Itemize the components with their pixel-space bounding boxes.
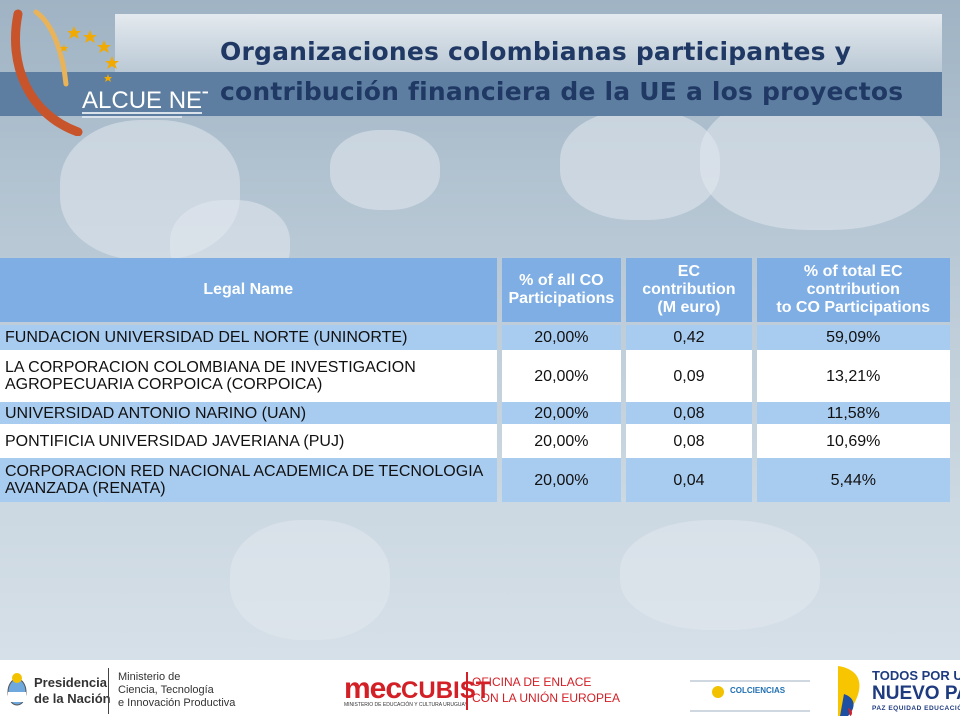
table-row: FUNDACION UNIVERSIDAD DEL NORTE (UNINORT… bbox=[0, 325, 950, 350]
mec-cubist-logo: mecCUBIST MINISTERIO DE EDUCACIÓN Y CULT… bbox=[344, 672, 490, 708]
ministerio-text: Ministerio de bbox=[118, 671, 181, 683]
mec-text: mec bbox=[344, 672, 402, 705]
column-header-ec-contribution: EC contribution (M euro) bbox=[626, 258, 752, 322]
pct-participations-cell: 20,00% bbox=[501, 458, 622, 502]
pct-participations-cell: 20,00% bbox=[501, 350, 622, 402]
table-header-row: Legal Name % of all CO Participations EC… bbox=[0, 258, 950, 322]
cubist-text: CUBIST bbox=[401, 677, 491, 704]
page-title: Organizaciones colombianas participantes… bbox=[220, 32, 940, 112]
footer-logos: Presidencia de la Nación Ministerio de C… bbox=[0, 660, 960, 720]
title-line-2: contribución financiera de la UE a los p… bbox=[220, 77, 904, 106]
pct-ec-cell: 11,58% bbox=[756, 402, 950, 424]
logo-text: ALCUE NET bbox=[82, 87, 208, 114]
ec-contribution-cell: 0,08 bbox=[626, 402, 752, 424]
argentina-coat-of-arms-icon bbox=[6, 670, 28, 715]
table-row: UNIVERSIDAD ANTONIO NARINO (UAN) 20,00% … bbox=[0, 402, 950, 424]
column-header-pct-participations: % of all CO Participations bbox=[501, 258, 622, 322]
presidencia-logo: Presidencia de la Nación bbox=[34, 675, 111, 707]
legal-name-cell: CORPORACION RED NACIONAL ACADEMICA DE TE… bbox=[0, 458, 497, 502]
legal-name-cell: UNIVERSIDAD ANTONIO NARINO (UAN) bbox=[0, 402, 497, 424]
ec-contribution-cell: 0,09 bbox=[626, 350, 752, 402]
pct-participations-cell: 20,00% bbox=[501, 402, 622, 424]
todos-por-un-nuevo-pais-logo: TODOS POR UN NUEVO PAÍS PAZ EQUIDAD EDUC… bbox=[872, 668, 960, 714]
ministerio-text: e Innovación Productiva bbox=[118, 697, 236, 709]
header-top-band bbox=[115, 14, 942, 72]
ec-contribution-cell: 0,42 bbox=[626, 325, 752, 350]
legal-name-cell: LA CORPORACION COLOMBIANA DE INVESTIGACI… bbox=[0, 350, 497, 402]
presidencia-text: de la Nación bbox=[34, 691, 111, 706]
ministerio-text: Ciencia, Tecnología bbox=[118, 684, 214, 696]
oficina-enlace-logo: OFICINA DE ENLACE CON LA UNIÓN EUROPEA bbox=[472, 674, 620, 706]
pct-ec-cell: 10,69% bbox=[756, 424, 950, 458]
column-header-text: % of all CO bbox=[519, 272, 604, 289]
pct-participations-cell: 20,00% bbox=[501, 325, 622, 350]
colombia-flag-icon bbox=[834, 664, 868, 723]
colciencias-logo: COLCIENCIAS bbox=[690, 680, 810, 712]
legal-name-cell: PONTIFICIA UNIVERSIDAD JAVERIANA (PUJ) bbox=[0, 424, 497, 458]
mec-subtitle: MINISTERIO DE EDUCACIÓN Y CULTURA URUGUA… bbox=[344, 702, 468, 708]
header-band bbox=[0, 72, 942, 116]
presidencia-text: Presidencia bbox=[34, 675, 107, 690]
ministerio-logo: Ministerio de Ciencia, Tecnología e Inno… bbox=[118, 671, 235, 710]
column-header-text: % of total EC bbox=[803, 263, 903, 280]
todos-text: TODOS POR UN bbox=[872, 668, 960, 683]
table-row: PONTIFICIA UNIVERSIDAD JAVERIANA (PUJ) 2… bbox=[0, 424, 950, 458]
oficina-text: CON LA UNIÓN EUROPEA bbox=[472, 691, 621, 705]
column-header-text: (M euro) bbox=[657, 299, 721, 316]
pct-participations-cell: 20,00% bbox=[501, 424, 622, 458]
colombia-seal-icon bbox=[712, 686, 724, 698]
participations-table: Legal Name % of all CO Participations EC… bbox=[0, 258, 955, 502]
column-header-text: contribution bbox=[642, 281, 736, 298]
colciencias-text: COLCIENCIAS bbox=[730, 686, 786, 695]
pct-ec-cell: 13,21% bbox=[756, 350, 950, 402]
title-line-1: Organizaciones colombianas participantes… bbox=[220, 37, 852, 66]
ec-contribution-cell: 0,08 bbox=[626, 424, 752, 458]
column-header-text: EC bbox=[677, 263, 701, 280]
alcue-net-logo: ALCUE NET bbox=[8, 4, 217, 137]
footer-divider bbox=[108, 668, 109, 714]
column-header-legal-name: Legal Name bbox=[0, 258, 497, 322]
legal-name-cell: FUNDACION UNIVERSIDAD DEL NORTE (UNINORT… bbox=[0, 325, 497, 350]
todos-subtitle: PAZ EQUIDAD EDUCACIÓN bbox=[872, 705, 960, 712]
column-header-text: contribution bbox=[806, 281, 900, 298]
column-header-pct-ec: % of total EC contribution to CO Partici… bbox=[756, 258, 950, 322]
column-header-text: to CO Participations bbox=[776, 299, 931, 316]
pct-ec-cell: 59,09% bbox=[756, 325, 950, 350]
table-row: LA CORPORACION COLOMBIANA DE INVESTIGACI… bbox=[0, 350, 950, 402]
footer-divider bbox=[466, 672, 468, 710]
oficina-text: OFICINA DE ENLACE bbox=[472, 675, 592, 689]
ec-contribution-cell: 0,04 bbox=[626, 458, 752, 502]
table-row: CORPORACION RED NACIONAL ACADEMICA DE TE… bbox=[0, 458, 950, 502]
column-header-text: Legal Name bbox=[203, 281, 294, 298]
column-header-text: Participations bbox=[508, 290, 615, 307]
todos-text: NUEVO PAÍS bbox=[872, 683, 960, 704]
pct-ec-cell: 5,44% bbox=[756, 458, 950, 502]
